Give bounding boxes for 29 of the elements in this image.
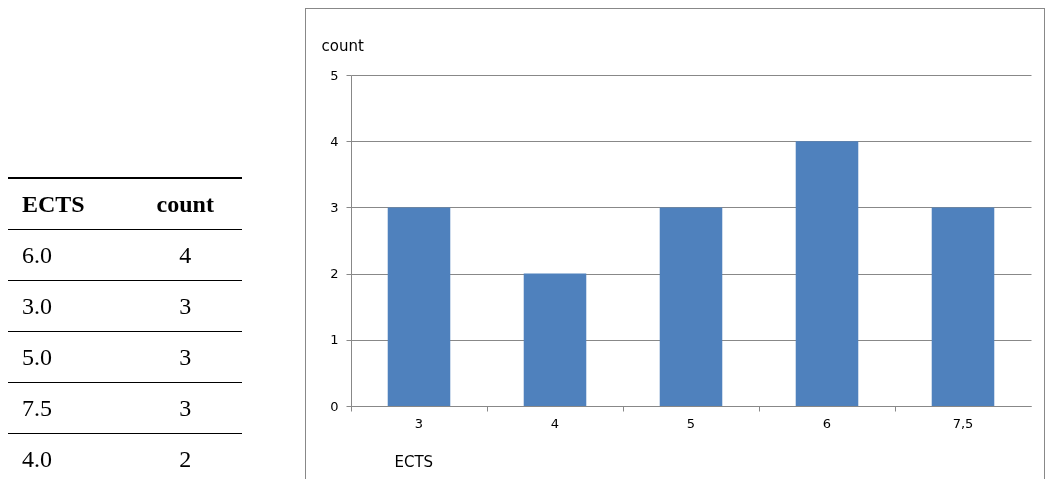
bar (795, 141, 859, 406)
x-tick-label: 7,5 (952, 415, 974, 431)
text: 3.0 (8, 280, 129, 332)
y-axis-title: count (321, 36, 364, 55)
x-tick-label: 4 (550, 415, 560, 431)
y-tick-label: 5 (330, 67, 339, 83)
text: 2 (128, 433, 242, 479)
text: 4 (128, 229, 242, 281)
text: 5.0 (8, 331, 129, 383)
x-axis-title: ECTS (394, 452, 434, 471)
text: 3 (128, 280, 242, 332)
y-tick-label: 2 (330, 266, 339, 282)
bar (523, 273, 587, 406)
text: ECTS (8, 178, 129, 230)
text: 6.0 (8, 229, 129, 281)
text: 3 (128, 331, 242, 383)
y-tick-label: 1 (330, 332, 339, 348)
y-tick-label: 0 (330, 398, 339, 414)
bar (387, 207, 451, 406)
x-tick-label: 3 (414, 415, 424, 431)
bar (659, 207, 723, 406)
x-tick-label: 5 (686, 415, 696, 431)
y-tick-label: 3 (330, 199, 339, 215)
text: count (128, 178, 242, 230)
text: 4.0 (8, 433, 129, 479)
y-tick-label: 4 (330, 133, 339, 149)
x-tick-label: 6 (822, 415, 832, 431)
text: 7.5 (8, 382, 129, 434)
bar (931, 207, 995, 406)
